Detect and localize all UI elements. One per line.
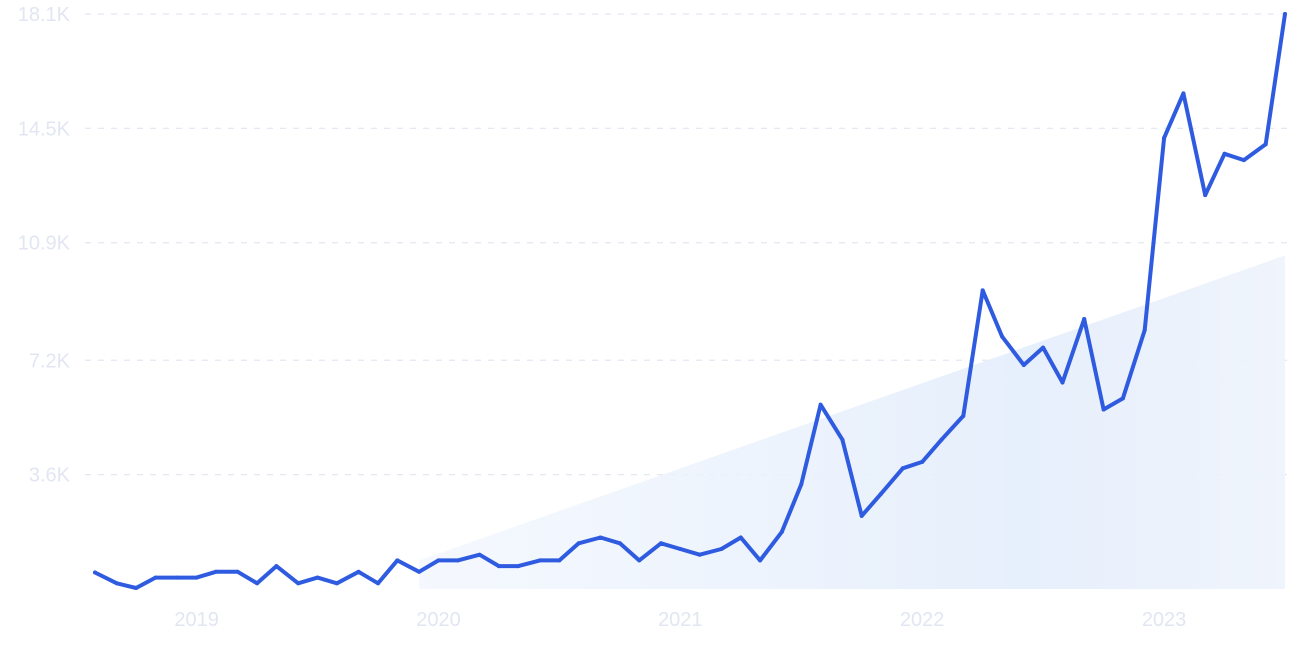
data-point	[455, 558, 460, 563]
data-point	[1021, 363, 1026, 367]
data-point	[738, 535, 743, 540]
data-point	[799, 482, 804, 487]
data-point	[255, 581, 260, 586]
data-point	[939, 437, 944, 442]
y-tick-label: 10.9K	[18, 233, 71, 255]
data-point	[678, 547, 683, 551]
data-point	[758, 558, 763, 563]
data-point	[1060, 380, 1065, 385]
data-point	[557, 558, 562, 563]
y-tick-label: 3.6K	[29, 465, 71, 487]
y-tick-label: 14.5K	[18, 118, 71, 140]
data-point	[980, 288, 985, 293]
data-point	[538, 558, 542, 563]
data-point	[516, 564, 521, 569]
data-point	[1181, 91, 1186, 96]
data-point	[598, 535, 603, 540]
data-point	[840, 437, 845, 442]
x-tick-label: 2023	[1142, 609, 1187, 631]
data-point	[213, 569, 218, 574]
data-point	[900, 466, 905, 471]
data-point	[1142, 328, 1147, 333]
data-point	[1082, 317, 1087, 321]
series-layer	[93, 12, 1287, 590]
x-tick-label: 2019	[174, 609, 219, 631]
data-point	[194, 575, 199, 580]
data-point	[1222, 151, 1227, 156]
x-tick-label: 2020	[416, 609, 461, 631]
data-point	[1101, 407, 1106, 412]
data-point	[417, 569, 422, 574]
trend-area-fill	[419, 255, 1285, 589]
data-point	[1263, 142, 1268, 147]
data-point	[779, 529, 784, 534]
data-point	[496, 564, 501, 569]
data-point	[920, 459, 925, 464]
data-point	[617, 541, 622, 546]
data-point	[1000, 334, 1004, 339]
x-tick-label: 2022	[900, 609, 945, 631]
y-tick-label: 7.2K	[29, 350, 71, 372]
data-point	[1283, 12, 1287, 16]
data-point	[1241, 158, 1246, 163]
y-axis-tick-labels: 3.6K 7.2K 10.9K 14.5K 18.1K	[18, 4, 71, 487]
data-point	[879, 491, 884, 496]
data-point	[134, 586, 139, 590]
y-tick-label: 18.1K	[18, 4, 71, 26]
data-point	[235, 569, 240, 574]
data-point	[315, 575, 320, 580]
data-point	[477, 552, 482, 557]
data-point	[175, 575, 180, 580]
data-point	[376, 581, 380, 586]
data-point	[859, 513, 864, 518]
data-point	[1120, 396, 1125, 401]
data-point	[334, 581, 339, 586]
data-point	[296, 581, 301, 586]
data-point	[153, 575, 158, 580]
data-point	[1162, 135, 1167, 140]
data-point	[659, 541, 663, 546]
x-tick-label: 2021	[658, 609, 703, 631]
data-point	[1203, 193, 1208, 198]
data-point	[637, 558, 642, 563]
data-point	[1041, 345, 1046, 350]
data-point	[719, 547, 724, 551]
data-point	[93, 570, 97, 575]
data-point	[395, 558, 400, 563]
data-point	[818, 402, 823, 407]
series-line	[93, 12, 1287, 590]
data-point	[436, 558, 441, 563]
trend-area	[419, 255, 1285, 589]
data-point	[697, 552, 702, 557]
data-point	[274, 564, 279, 569]
data-point	[356, 569, 361, 574]
data-point	[114, 581, 119, 586]
data-point	[961, 413, 966, 418]
data-point	[576, 541, 581, 546]
x-axis-tick-labels: 2019 2020 2021 2022 2023	[174, 609, 1186, 631]
